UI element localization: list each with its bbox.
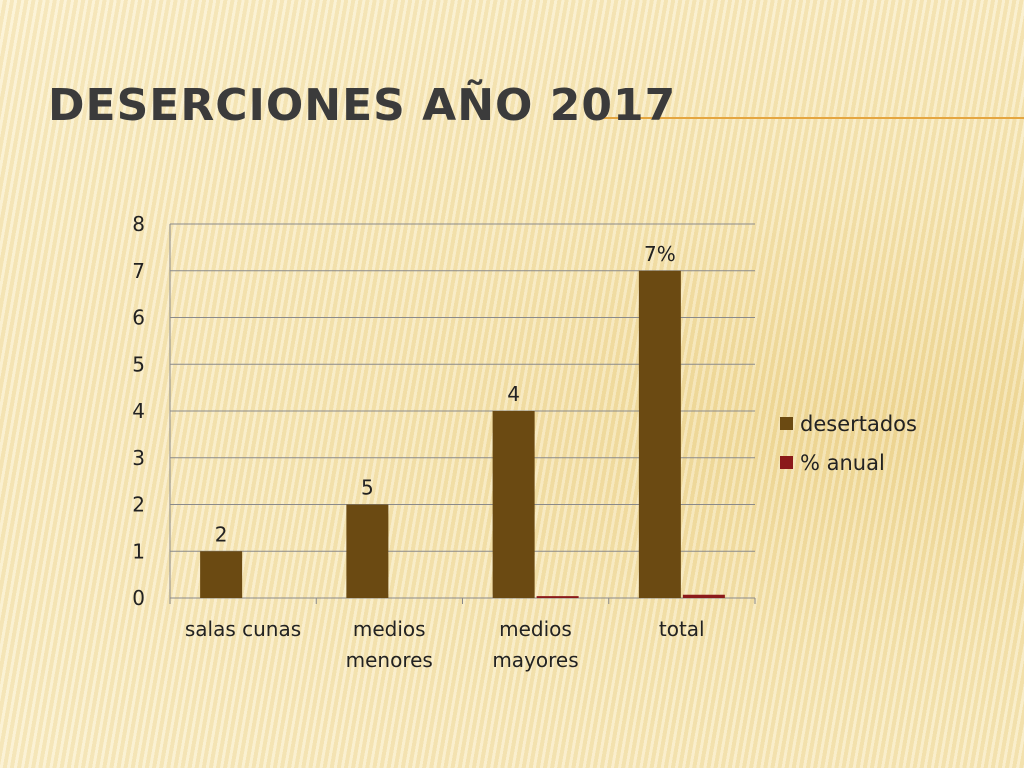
y-tick-label: 8 xyxy=(132,212,145,236)
y-tick-label: 2 xyxy=(132,493,145,517)
bar-annotation: 2 xyxy=(215,522,228,546)
bar-annotation: 5 xyxy=(361,476,374,500)
bar-annotation: 7% xyxy=(644,242,676,266)
x-tick-label: medios menores xyxy=(345,617,433,672)
x-tick-label: total xyxy=(658,617,705,641)
x-tick-label: salas cunas xyxy=(184,617,302,641)
legend-label: % anual xyxy=(800,451,885,475)
y-tick-label: 3 xyxy=(132,446,145,470)
y-tick-label: 0 xyxy=(132,586,145,610)
y-tick-label: 4 xyxy=(132,399,145,423)
y-tick-label: 7 xyxy=(132,259,145,283)
legend-swatch xyxy=(780,417,793,430)
y-tick-label: 1 xyxy=(132,539,145,563)
bar xyxy=(492,411,535,598)
legend-swatch xyxy=(780,456,793,469)
bar xyxy=(536,596,579,598)
legend-label: desertados xyxy=(800,412,917,436)
bar xyxy=(200,551,243,598)
x-tick-label: medios mayores xyxy=(492,617,579,672)
bar-annotation: 4 xyxy=(507,382,520,406)
bar xyxy=(638,270,681,598)
bar xyxy=(346,504,389,598)
bar xyxy=(682,594,725,598)
chart-title: DESERCIONES AÑO 2017 xyxy=(48,78,676,131)
y-tick-label: 5 xyxy=(132,352,145,376)
y-tick-label: 6 xyxy=(132,306,145,330)
